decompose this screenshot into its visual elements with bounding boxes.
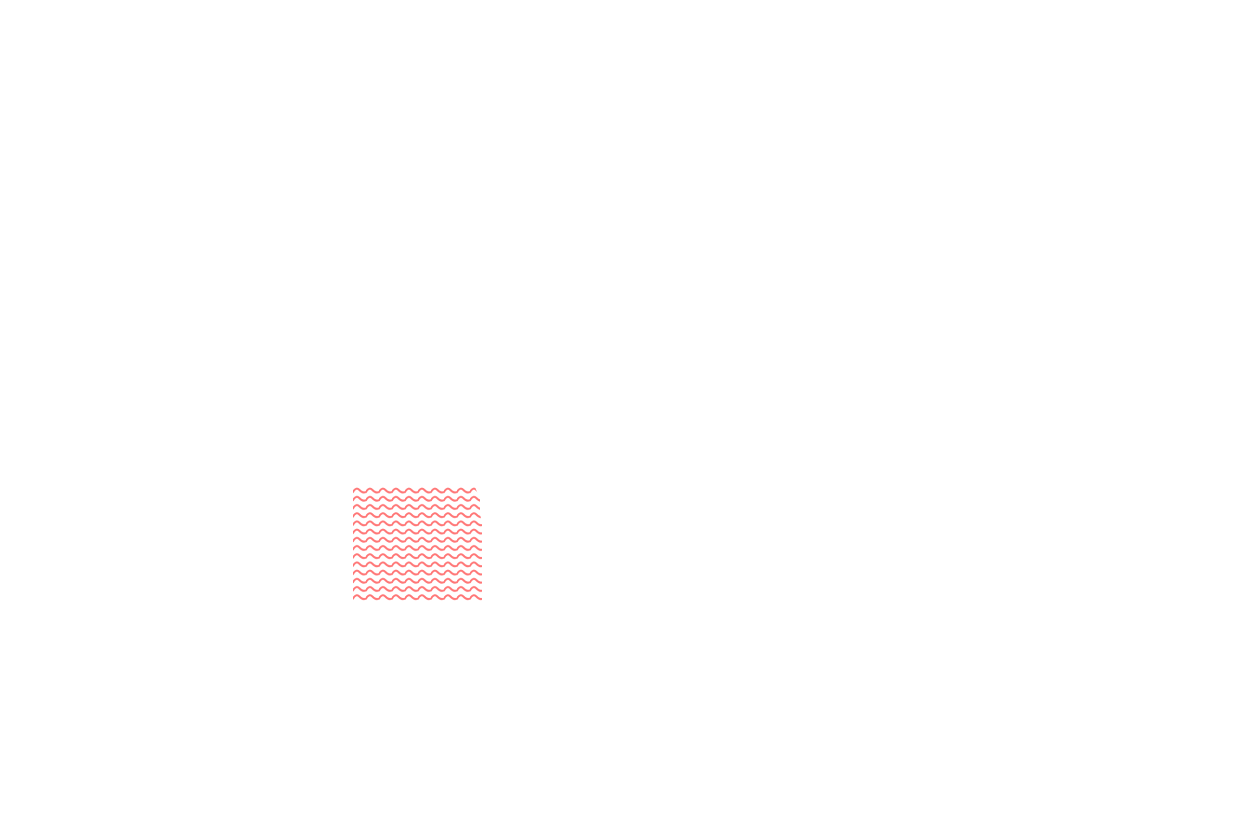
wavy-pattern-swatch	[353, 487, 482, 601]
swatch-fill	[353, 487, 482, 601]
